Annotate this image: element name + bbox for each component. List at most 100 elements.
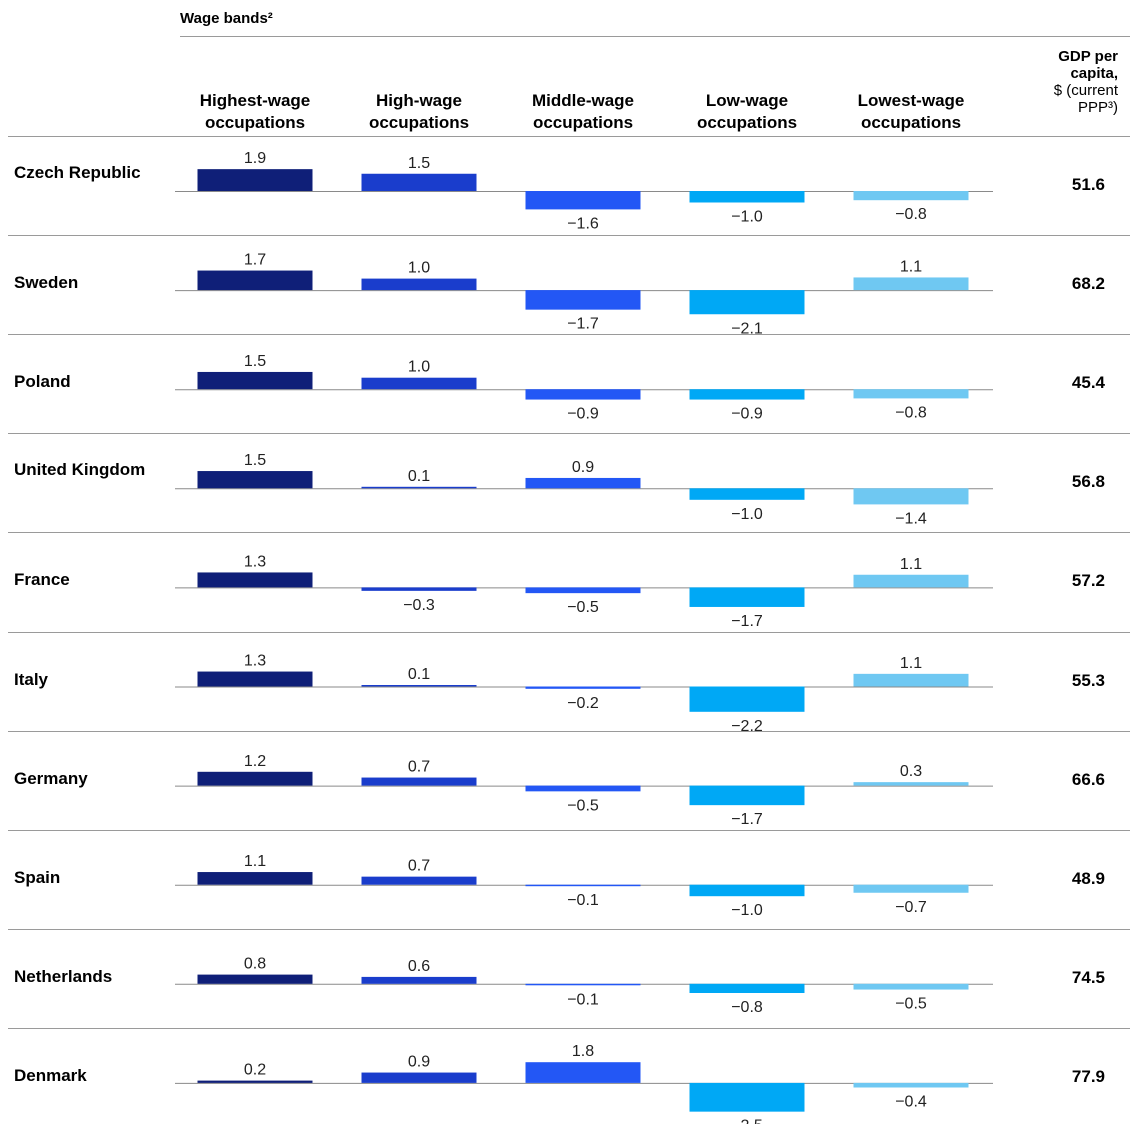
- bar: [525, 389, 641, 400]
- bar: [853, 673, 969, 687]
- bar: [525, 1062, 641, 1083]
- data-label: 1.0: [408, 260, 430, 277]
- data-label: −0.8: [895, 206, 927, 223]
- row-separator: [8, 730, 1130, 732]
- gdp-value: 68.2: [1071, 274, 1105, 294]
- column-header-3: Middle-wage occupations: [531, 91, 634, 132]
- row-separator: [8, 334, 1130, 336]
- bar: [361, 486, 477, 489]
- data-label: 1.1: [900, 655, 922, 672]
- data-label: −0.1: [567, 991, 599, 1008]
- country-label: Germany: [14, 768, 88, 788]
- bar: [525, 290, 641, 310]
- gdp-value: 74.5: [1071, 967, 1105, 987]
- bar: [689, 1082, 805, 1112]
- bar: [197, 974, 313, 984]
- column-header-2: High-wage occupations: [368, 91, 470, 132]
- bar: [197, 371, 313, 390]
- data-label: −1.0: [731, 506, 763, 523]
- data-label: −0.3: [403, 597, 435, 614]
- gdp-value: 77.9: [1071, 1066, 1105, 1086]
- bar: [689, 290, 805, 315]
- country-label: Sweden: [14, 273, 79, 293]
- data-label: −0.8: [731, 999, 763, 1016]
- data-label: −0.5: [567, 797, 599, 814]
- bar: [525, 686, 641, 689]
- country-label: Italy: [14, 669, 49, 689]
- data-label: 1.3: [244, 553, 266, 570]
- bar: [361, 377, 477, 390]
- data-label: 0.2: [244, 1062, 266, 1079]
- bar: [689, 587, 805, 607]
- data-label: 0.9: [408, 1054, 430, 1071]
- data-label: 1.3: [244, 653, 266, 670]
- data-label: 0.8: [244, 956, 266, 973]
- bar: [361, 876, 477, 885]
- data-label: 0.7: [408, 759, 430, 776]
- country-label: United Kingdom: [14, 460, 146, 480]
- row-separator: [8, 433, 1130, 435]
- bar: [853, 1082, 969, 1088]
- data-label: −1.6: [567, 215, 599, 232]
- wage-bands-title: Wage bands²: [180, 10, 273, 27]
- row-separator: [8, 136, 1130, 137]
- data-label: −0.7: [895, 899, 927, 916]
- bar: [361, 777, 477, 786]
- data-label: −0.1: [567, 892, 599, 909]
- data-label: −0.9: [567, 406, 599, 423]
- bar: [689, 191, 805, 203]
- bar: [197, 270, 313, 291]
- data-label: −1.0: [731, 209, 763, 226]
- gdp-header-line-3: $ (current: [1053, 82, 1118, 99]
- bar: [853, 782, 969, 786]
- gdp-header-line-4: PPP³): [1077, 99, 1118, 116]
- data-label: −2.1: [731, 320, 763, 337]
- bar: [689, 389, 805, 400]
- data-label: −1.0: [731, 902, 763, 919]
- bar: [525, 191, 641, 210]
- data-label: 1.9: [244, 150, 266, 167]
- bar: [197, 169, 313, 191]
- bar: [689, 785, 805, 806]
- data-label: −2.5: [731, 1118, 763, 1124]
- bar: [361, 278, 477, 291]
- data-label: 1.8: [572, 1043, 594, 1060]
- data-label: 0.1: [408, 468, 430, 485]
- bar: [853, 983, 969, 990]
- data-label: 0.6: [408, 958, 430, 975]
- data-label: 0.9: [572, 459, 594, 476]
- bar: [525, 983, 641, 986]
- data-label: −1.7: [567, 316, 599, 333]
- bar: [361, 685, 477, 687]
- data-label: −0.2: [567, 695, 599, 712]
- data-label: 1.1: [900, 556, 922, 573]
- bar: [361, 587, 477, 591]
- bar: [853, 191, 969, 201]
- data-label: −0.8: [895, 404, 927, 421]
- bar: [197, 671, 313, 687]
- data-label: 1.5: [244, 452, 266, 469]
- gdp-value: 51.6: [1071, 175, 1105, 194]
- bar: [853, 389, 969, 399]
- data-label: 1.1: [244, 853, 266, 870]
- data-label: −0.4: [895, 1094, 927, 1111]
- bar: [197, 771, 313, 786]
- gdp-column-header: GDP per capita, $ (current PPP³): [998, 48, 1118, 116]
- bar: [853, 277, 969, 291]
- gdp-value: 55.3: [1071, 670, 1105, 690]
- country-label: Poland: [14, 372, 71, 392]
- country-label: Spain: [14, 867, 61, 887]
- column-header-4: Low-wage occupations: [696, 91, 798, 132]
- gdp-value: 56.8: [1071, 472, 1105, 492]
- bar: [361, 1072, 477, 1083]
- bar: [853, 884, 969, 893]
- data-label: −0.9: [731, 406, 763, 423]
- column-header-5: Lowest-wage occupations: [857, 91, 965, 132]
- bar: [525, 477, 641, 489]
- bar: [853, 488, 969, 505]
- data-label: −1.4: [895, 510, 927, 527]
- gdp-header-line-1: GDP per: [1058, 48, 1118, 65]
- data-label: −2.2: [731, 718, 763, 735]
- bar: [853, 574, 969, 588]
